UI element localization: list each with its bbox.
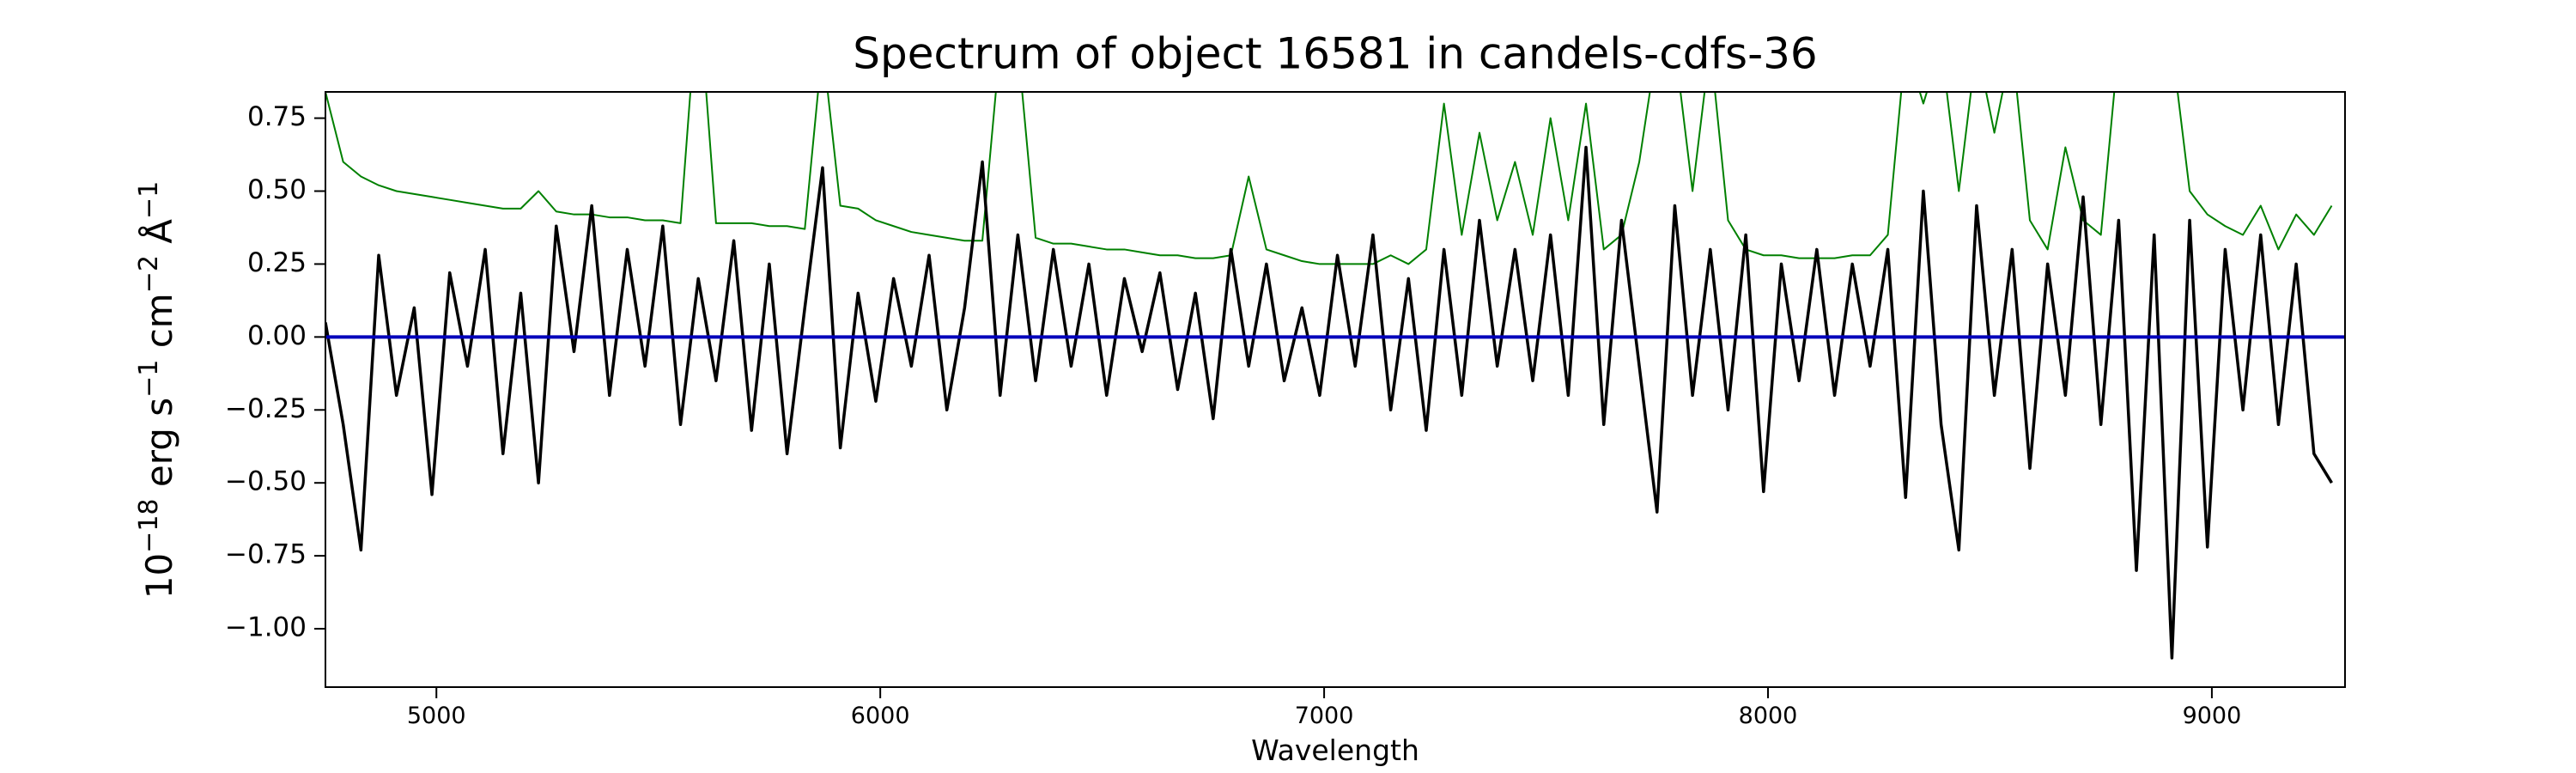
- superscript: −1: [134, 360, 164, 398]
- x-tick-label: 7000: [1295, 703, 1354, 729]
- x-axis-label: Wavelength: [1251, 733, 1419, 767]
- axes-frame: [325, 91, 2346, 688]
- label-part: erg s: [138, 398, 180, 499]
- x-tick-label: 9000: [2183, 703, 2242, 729]
- spectrum-line: [325, 145, 2333, 660]
- y-tick-label: −0.25: [225, 393, 307, 424]
- x-tick-label: 8000: [1739, 703, 1798, 729]
- y-tick-label: 0.75: [247, 101, 307, 132]
- spectrum-line: [325, 92, 2333, 265]
- superscript: −2: [134, 255, 164, 293]
- y-tick-label: −1.00: [225, 612, 307, 643]
- y-axis-label: 10−18 erg s−1 cm−2 Å−1: [134, 181, 181, 600]
- label-part: Å: [137, 219, 180, 255]
- y-tick-label: −0.75: [225, 539, 307, 570]
- label-part: cm: [138, 293, 180, 359]
- superscript: −18: [134, 499, 164, 553]
- chart-title: Spectrum of object 16581 in candels-cdfs…: [853, 29, 1818, 79]
- superscript: −1: [134, 181, 164, 219]
- plot-area: [325, 92, 2345, 660]
- x-tick-label: 5000: [407, 703, 466, 729]
- y-tick-label: 0.25: [247, 247, 307, 278]
- label-part: 10: [138, 553, 180, 599]
- y-tick-label: 0.00: [247, 320, 307, 351]
- y-tick-label: −0.50: [225, 466, 307, 497]
- y-tick-label: 0.50: [247, 174, 307, 205]
- x-tick-label: 6000: [851, 703, 910, 729]
